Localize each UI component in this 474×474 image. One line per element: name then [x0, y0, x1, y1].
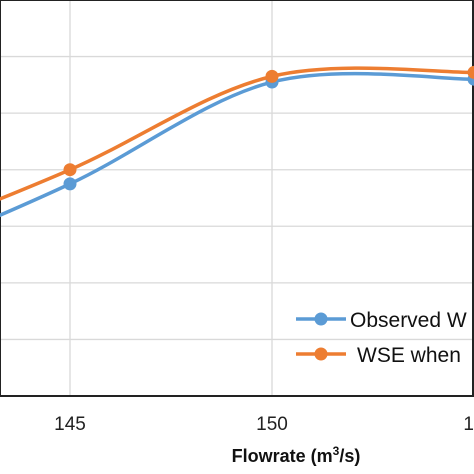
x-tick-label: 15	[463, 414, 474, 435]
series-0-point	[63, 177, 77, 191]
series-layer	[0, 65, 474, 218]
series-1-point	[63, 163, 77, 177]
legend-marker-wse	[314, 347, 328, 361]
series-line-0	[0, 71, 474, 218]
series-1-point	[265, 69, 279, 83]
legend-entry-wse: WSE when	[296, 344, 461, 367]
legend-marker-observed	[314, 312, 328, 326]
plot-area-frame	[0, 0, 474, 397]
series-1-point	[467, 65, 474, 79]
legend-label-wse: WSE when	[357, 344, 461, 367]
x-tick-labels: 145 150 15	[54, 414, 474, 435]
legend: Observed W WSE when	[296, 309, 467, 367]
legend-entry-observed: Observed W	[296, 309, 467, 332]
grid-lines	[0, 0, 474, 396]
series-line-1	[0, 66, 474, 201]
legend-label-observed: Observed W	[350, 309, 467, 332]
x-axis-title: Flowrate (m3/s)	[232, 444, 361, 466]
x-tick-label: 150	[256, 414, 288, 435]
x-tick-label: 145	[54, 414, 86, 435]
